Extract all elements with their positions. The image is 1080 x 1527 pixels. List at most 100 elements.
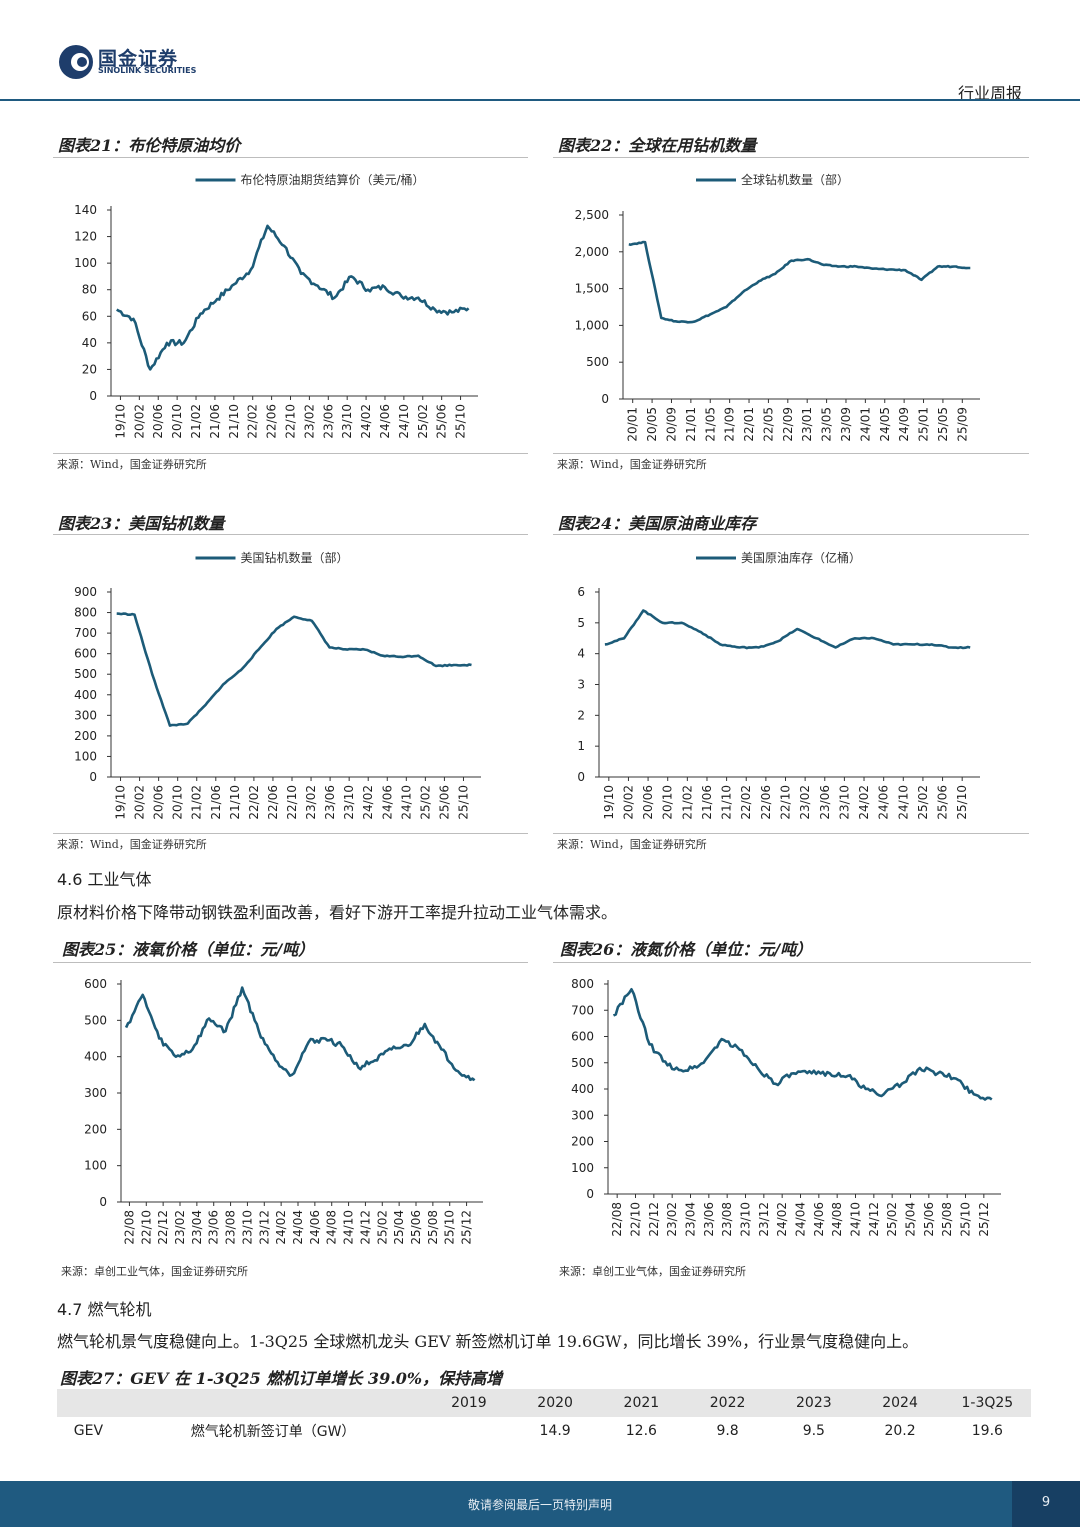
x-tick-label: 24/06 bbox=[308, 1210, 322, 1245]
source-rule bbox=[553, 833, 1029, 834]
x-tick-label: 23/08 bbox=[720, 1202, 734, 1237]
series-line bbox=[116, 612, 472, 727]
y-tick-label: 2,500 bbox=[575, 208, 609, 222]
x-tick-label: 23/02 bbox=[304, 785, 318, 820]
x-tick-label: 22/06 bbox=[759, 785, 773, 820]
x-tick-label: 21/06 bbox=[700, 785, 714, 820]
x-tick-label: 25/08 bbox=[426, 1210, 440, 1245]
y-tick-label: 80 bbox=[82, 283, 97, 297]
company-logo-en: SINOLINK SECURITIES bbox=[98, 66, 197, 75]
y-tick-label: 300 bbox=[74, 708, 97, 722]
x-tick-label: 20/10 bbox=[171, 785, 185, 820]
x-tick-label: 23/04 bbox=[190, 1210, 204, 1245]
footer-disclaimer: 敬请参阅最后一页特别声明 bbox=[467, 1498, 612, 1512]
y-tick-label: 40 bbox=[82, 336, 97, 350]
page-number: 9 bbox=[1041, 1495, 1051, 1510]
x-tick-label: 23/12 bbox=[257, 1210, 271, 1245]
x-tick-label: 25/04 bbox=[904, 1202, 918, 1237]
x-tick-label: 23/10 bbox=[739, 1202, 753, 1237]
table-cell: 19.6 bbox=[971, 1423, 1003, 1439]
y-tick-label: 100 bbox=[84, 1159, 107, 1173]
x-tick-label: 22/12 bbox=[647, 1202, 661, 1237]
x-tick-label: 19/10 bbox=[602, 785, 616, 820]
x-tick-label: 24/10 bbox=[342, 1210, 356, 1245]
title-rule bbox=[553, 962, 1031, 963]
x-tick-label: 22/10 bbox=[284, 404, 298, 439]
x-tick-label: 20/10 bbox=[170, 404, 184, 439]
x-tick-label: 23/10 bbox=[340, 404, 354, 439]
table-header-cell: 2019 bbox=[426, 1389, 512, 1417]
x-tick-label: 24/01 bbox=[858, 407, 872, 442]
x-tick-label: 23/06 bbox=[818, 785, 832, 820]
y-tick-label: 200 bbox=[571, 1135, 594, 1149]
x-tick-label: 25/10 bbox=[955, 785, 969, 820]
report-type: 行业周报 bbox=[957, 84, 1022, 103]
x-tick-label: 20/02 bbox=[133, 785, 147, 820]
x-tick-label: 24/02 bbox=[274, 1210, 288, 1245]
y-tick-label: 700 bbox=[571, 1003, 594, 1017]
x-tick-label: 23/10 bbox=[342, 785, 356, 820]
x-tick-label: 20/06 bbox=[151, 404, 165, 439]
y-tick-label: 0 bbox=[601, 392, 609, 406]
chart-title-24: 图表24：美国原油商业库存 bbox=[558, 514, 757, 533]
x-tick-label: 24/02 bbox=[775, 1202, 789, 1237]
x-tick-label: 24/10 bbox=[896, 785, 910, 820]
chart-source-21: 来源：Wind，国金证券研究所 bbox=[57, 458, 207, 471]
y-tick-label: 500 bbox=[586, 355, 609, 369]
chart-title-26: 图表26：液氮价格（单位：元/吨） bbox=[560, 940, 813, 959]
x-tick-label: 23/05 bbox=[820, 407, 834, 442]
chart-title-22: 图表22：全球在用钻机数量 bbox=[558, 136, 757, 155]
y-tick-label: 500 bbox=[84, 1013, 107, 1027]
x-tick-label: 22/06 bbox=[265, 404, 279, 439]
title-rule bbox=[553, 534, 1029, 535]
y-tick-label: 140 bbox=[74, 203, 97, 217]
x-tick-label: 23/02 bbox=[798, 785, 812, 820]
x-tick-label: 24/10 bbox=[849, 1202, 863, 1237]
x-tick-label: 24/04 bbox=[291, 1210, 305, 1245]
x-tick-label: 24/06 bbox=[812, 1202, 826, 1237]
y-tick-label: 600 bbox=[571, 1030, 594, 1044]
x-tick-label: 22/06 bbox=[266, 785, 280, 820]
series-line bbox=[628, 240, 971, 324]
x-tick-label: 25/08 bbox=[940, 1202, 954, 1237]
us-rig-chart: 美国钻机数量（部） 0 100 200 300 400 500 600 700 800 900 19/… bbox=[74, 550, 481, 820]
x-tick-label: 25/12 bbox=[977, 1202, 991, 1237]
y-tick-label: 0 bbox=[89, 389, 97, 403]
chart-source-23: 来源：Wind，国金证券研究所 bbox=[57, 838, 207, 851]
x-tick-label: 25/10 bbox=[456, 785, 470, 820]
y-tick-label: 200 bbox=[84, 1122, 107, 1136]
chart-title-25: 图表25：液氧价格（单位：元/吨） bbox=[62, 940, 315, 959]
legend-label: 全球钻机数量（部） bbox=[741, 172, 849, 187]
y-tick-label: 600 bbox=[84, 977, 107, 991]
company-logo-icon bbox=[59, 45, 93, 79]
y-tick-label: 100 bbox=[74, 749, 97, 763]
y-tick-label: 3 bbox=[577, 678, 585, 692]
table-cell-metric: 燃气轮机新签订单（GW） bbox=[190, 1424, 356, 1440]
x-tick-label: 21/01 bbox=[684, 407, 698, 442]
x-tick-label: 23/02 bbox=[173, 1210, 187, 1245]
us-crude-inventory-chart: 美国原油库存（亿桶） 0 1 2 3 4 5 6 19/10 20/02 20/06 20/10 21/… bbox=[577, 550, 980, 820]
y-tick-label: 5 bbox=[577, 616, 585, 630]
x-tick-label: 23/09 bbox=[839, 407, 853, 442]
source-rule bbox=[53, 453, 528, 454]
x-tick-label: 21/10 bbox=[228, 785, 242, 820]
section-text-47: 燃气轮机景气度稳健向上。1-3Q25 全球燃机龙头 GEV 新签燃机订单 19.… bbox=[57, 1332, 919, 1351]
x-tick-label: 24/10 bbox=[397, 404, 411, 439]
table-header-cell: 2023 bbox=[771, 1389, 857, 1417]
x-tick-label: 23/10 bbox=[240, 1210, 254, 1245]
x-tick-label: 20/02 bbox=[621, 785, 635, 820]
x-tick-label: 22/10 bbox=[285, 785, 299, 820]
x-tick-label: 24/08 bbox=[830, 1202, 844, 1237]
x-tick-label: 25/02 bbox=[916, 785, 930, 820]
y-tick-label: 0 bbox=[586, 1187, 594, 1201]
table-cell: 9.8 bbox=[716, 1423, 739, 1439]
x-tick-label: 22/02 bbox=[739, 785, 753, 820]
y-tick-label: 300 bbox=[84, 1086, 107, 1100]
chart-source-22: 来源：Wind，国金证券研究所 bbox=[557, 458, 707, 471]
x-tick-label: 22/12 bbox=[156, 1210, 170, 1245]
y-tick-label: 1,500 bbox=[575, 282, 609, 296]
x-tick-label: 25/10 bbox=[959, 1202, 973, 1237]
x-tick-label: 23/06 bbox=[702, 1202, 716, 1237]
header-divider bbox=[0, 99, 1080, 101]
x-tick-label: 21/02 bbox=[680, 785, 694, 820]
